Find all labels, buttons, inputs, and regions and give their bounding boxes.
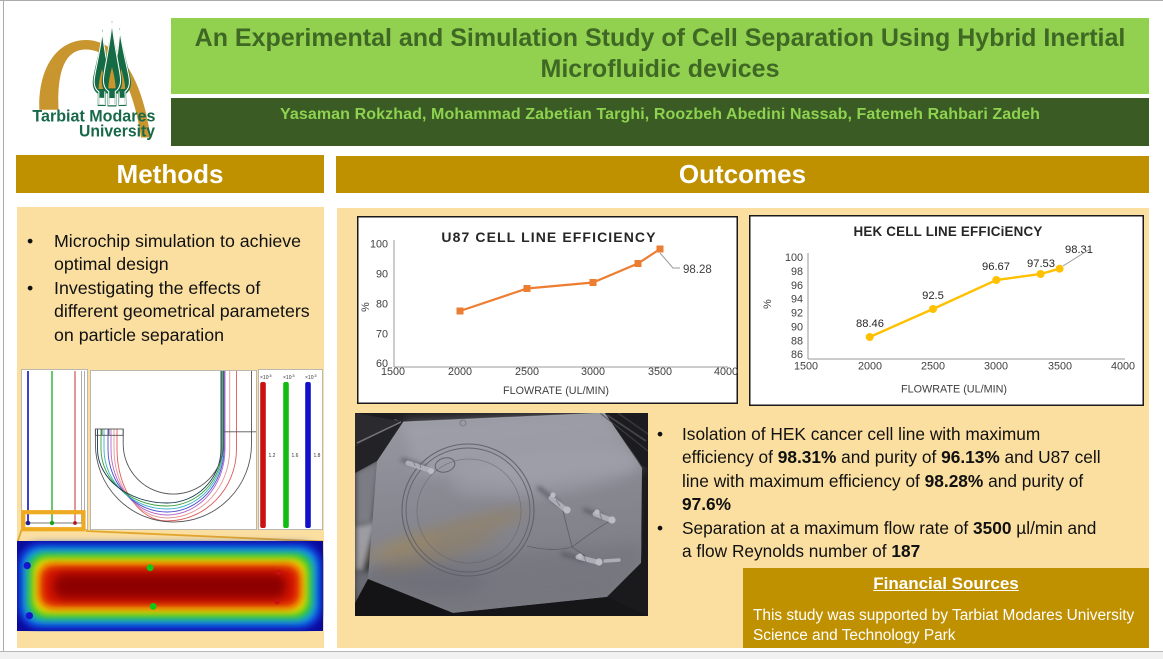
svg-text:3000: 3000 <box>984 360 1008 372</box>
svg-text:2000: 2000 <box>448 366 472 378</box>
svg-text:90: 90 <box>791 321 803 333</box>
svg-text:92: 92 <box>791 308 803 320</box>
svg-text:%: % <box>360 302 372 312</box>
svg-text:2500: 2500 <box>921 360 945 372</box>
svg-text:100: 100 <box>785 252 803 264</box>
svg-text:92.5: 92.5 <box>922 290 944 302</box>
svg-text:3500: 3500 <box>1048 360 1072 372</box>
svg-text:3500: 3500 <box>648 366 672 378</box>
svg-text:100: 100 <box>370 239 388 251</box>
svg-text:HEK CELL LINE EFFICiENCY: HEK CELL LINE EFFICiENCY <box>853 224 1042 239</box>
svg-text:1.2: 1.2 <box>269 453 276 459</box>
svg-text:3000: 3000 <box>581 366 605 378</box>
svg-text:98.28: 98.28 <box>683 264 712 276</box>
svg-text:Tarbiat Modares: Tarbiat Modares <box>32 108 155 126</box>
svg-text:U87 CELL LINE EFFICIENCY: U87 CELL LINE EFFICIENCY <box>441 229 656 245</box>
svg-text:98.31: 98.31 <box>1065 244 1093 256</box>
svg-text:×10-5: ×10-5 <box>260 374 272 381</box>
svg-text:90: 90 <box>376 269 388 281</box>
svg-text:86: 86 <box>791 349 803 361</box>
svg-text:1.6: 1.6 <box>292 453 299 459</box>
svg-text:1500: 1500 <box>794 360 818 372</box>
svg-text:1.8: 1.8 <box>314 453 321 459</box>
svg-text:94: 94 <box>791 294 803 306</box>
svg-text:70: 70 <box>376 329 388 341</box>
svg-text:96.67: 96.67 <box>982 261 1010 273</box>
svg-text:FLOWRATE (UL/MIN): FLOWRATE (UL/MIN) <box>901 384 1007 396</box>
svg-text:×10-5: ×10-5 <box>305 374 317 381</box>
svg-text:60: 60 <box>376 358 388 370</box>
svg-text:88: 88 <box>791 335 803 347</box>
svg-text:96: 96 <box>791 280 803 292</box>
svg-text:FLOWRATE (UL/MIN): FLOWRATE (UL/MIN) <box>503 385 609 397</box>
svg-text:2500: 2500 <box>515 366 539 378</box>
svg-text:4000: 4000 <box>714 366 738 378</box>
svg-text:80: 80 <box>376 299 388 311</box>
svg-text:University: University <box>79 123 156 141</box>
svg-text:2000: 2000 <box>858 360 882 372</box>
svg-text:×10-5: ×10-5 <box>283 374 295 381</box>
svg-text:4000: 4000 <box>1111 360 1135 372</box>
svg-text:97.53: 97.53 <box>1027 258 1055 270</box>
svg-text:%: % <box>762 299 774 309</box>
svg-text:88.46: 88.46 <box>856 318 884 330</box>
svg-text:98: 98 <box>791 266 803 278</box>
svg-text:1500: 1500 <box>381 366 405 378</box>
